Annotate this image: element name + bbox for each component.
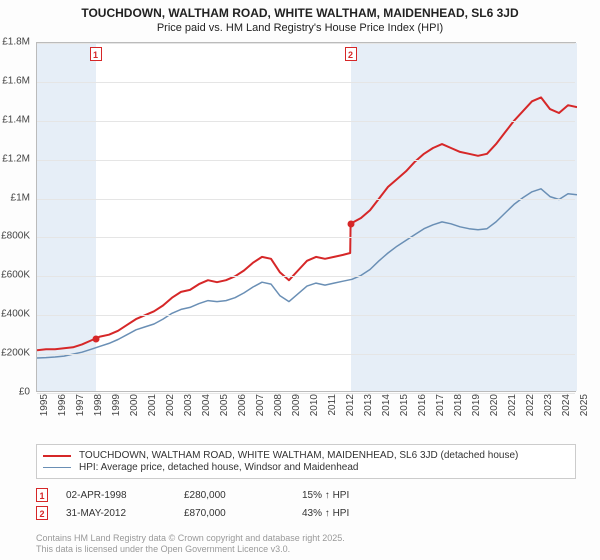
plot-area: 12: [36, 42, 576, 392]
x-tick-label: 2003: [183, 394, 194, 416]
x-tick-label: 2010: [309, 394, 320, 416]
legend-swatch: [43, 467, 71, 468]
gridline: [37, 160, 575, 161]
title-block: TOUCHDOWN, WALTHAM ROAD, WHITE WALTHAM, …: [0, 0, 600, 34]
sale-row-marker: 1: [36, 488, 48, 502]
x-tick-label: 2022: [525, 394, 536, 416]
x-tick-label: 1998: [93, 394, 104, 416]
sales-table: 1 02-APR-1998 £280,000 15% ↑ HPI 2 31-MAY-201…: [36, 488, 576, 524]
gridline: [37, 82, 575, 83]
chart-container: TOUCHDOWN, WALTHAM ROAD, WHITE WALTHAM, …: [0, 0, 600, 560]
x-tick-label: 2023: [543, 394, 554, 416]
x-tick-label: 2025: [579, 394, 590, 416]
chart-area: £0£200K£400K£600K£800K£1M£1.2M£1.4M£1.6M…: [36, 42, 576, 414]
y-tick-label: £800K: [0, 231, 30, 242]
x-tick-label: 1997: [75, 394, 86, 416]
y-tick-label: £400K: [0, 309, 30, 320]
chart-title-line2: Price paid vs. HM Land Registry's House …: [0, 22, 600, 34]
x-tick-label: 2021: [507, 394, 518, 416]
legend-swatch: [43, 455, 71, 457]
x-tick-label: 2020: [489, 394, 500, 416]
y-tick-label: £0: [0, 387, 30, 398]
sale-row: 2 31-MAY-2012 £870,000 43% ↑ HPI: [36, 506, 576, 520]
sale-marker-dot: [92, 335, 99, 342]
legend: TOUCHDOWN, WALTHAM ROAD, WHITE WALTHAM, …: [36, 444, 576, 479]
legend-row: TOUCHDOWN, WALTHAM ROAD, WHITE WALTHAM, …: [43, 450, 569, 461]
sale-marker-label: 1: [90, 47, 102, 61]
series-line: [37, 189, 577, 358]
footer-line1: Contains HM Land Registry data © Crown c…: [36, 533, 345, 545]
x-tick-label: 2011: [327, 394, 338, 416]
y-tick-label: £1.2M: [0, 153, 30, 164]
y-tick-label: £1.8M: [0, 37, 30, 48]
x-tick-label: 1999: [111, 394, 122, 416]
gridline: [37, 315, 575, 316]
footer-line2: This data is licensed under the Open Gov…: [36, 544, 345, 556]
sale-row-marker: 2: [36, 506, 48, 520]
x-tick-label: 2000: [129, 394, 140, 416]
gridline: [37, 199, 575, 200]
x-tick-label: 2004: [201, 394, 212, 416]
x-tick-label: 2008: [273, 394, 284, 416]
y-tick-label: £1M: [0, 192, 30, 203]
sale-marker-dot: [347, 220, 354, 227]
x-tick-label: 2001: [147, 394, 158, 416]
y-tick-label: £1.4M: [0, 114, 30, 125]
x-tick-label: 2002: [165, 394, 176, 416]
y-tick-label: £1.6M: [0, 75, 30, 86]
y-tick-label: £200K: [0, 348, 30, 359]
sale-pct: 15% ↑ HPI: [302, 490, 412, 501]
x-tick-label: 1996: [57, 394, 68, 416]
gridline: [37, 276, 575, 277]
x-tick-label: 2017: [435, 394, 446, 416]
x-tick-label: 1995: [39, 394, 50, 416]
legend-row: HPI: Average price, detached house, Wind…: [43, 462, 569, 473]
sale-date: 31-MAY-2012: [66, 508, 166, 519]
sale-row: 1 02-APR-1998 £280,000 15% ↑ HPI: [36, 488, 576, 502]
gridline: [37, 237, 575, 238]
x-tick-label: 2024: [561, 394, 572, 416]
x-tick-label: 2006: [237, 394, 248, 416]
sale-price: £280,000: [184, 490, 284, 501]
gridline: [37, 354, 575, 355]
x-tick-label: 2019: [471, 394, 482, 416]
gridline: [37, 43, 575, 44]
chart-title-line1: TOUCHDOWN, WALTHAM ROAD, WHITE WALTHAM, …: [0, 6, 600, 20]
x-tick-label: 2016: [417, 394, 428, 416]
series-line: [37, 97, 577, 350]
sale-date: 02-APR-1998: [66, 490, 166, 501]
x-tick-label: 2013: [363, 394, 374, 416]
footer: Contains HM Land Registry data © Crown c…: [36, 533, 345, 556]
x-tick-label: 2005: [219, 394, 230, 416]
x-tick-label: 2014: [381, 394, 392, 416]
x-tick-label: 2015: [399, 394, 410, 416]
legend-label: HPI: Average price, detached house, Wind…: [79, 462, 358, 473]
x-tick-label: 2012: [345, 394, 356, 416]
gridline: [37, 121, 575, 122]
x-tick-label: 2009: [291, 394, 302, 416]
series-svg: [37, 43, 577, 393]
sale-marker-label: 2: [345, 47, 357, 61]
x-tick-label: 2018: [453, 394, 464, 416]
x-tick-label: 2007: [255, 394, 266, 416]
sale-pct: 43% ↑ HPI: [302, 508, 412, 519]
y-tick-label: £600K: [0, 270, 30, 281]
legend-label: TOUCHDOWN, WALTHAM ROAD, WHITE WALTHAM, …: [79, 450, 518, 461]
sale-price: £870,000: [184, 508, 284, 519]
